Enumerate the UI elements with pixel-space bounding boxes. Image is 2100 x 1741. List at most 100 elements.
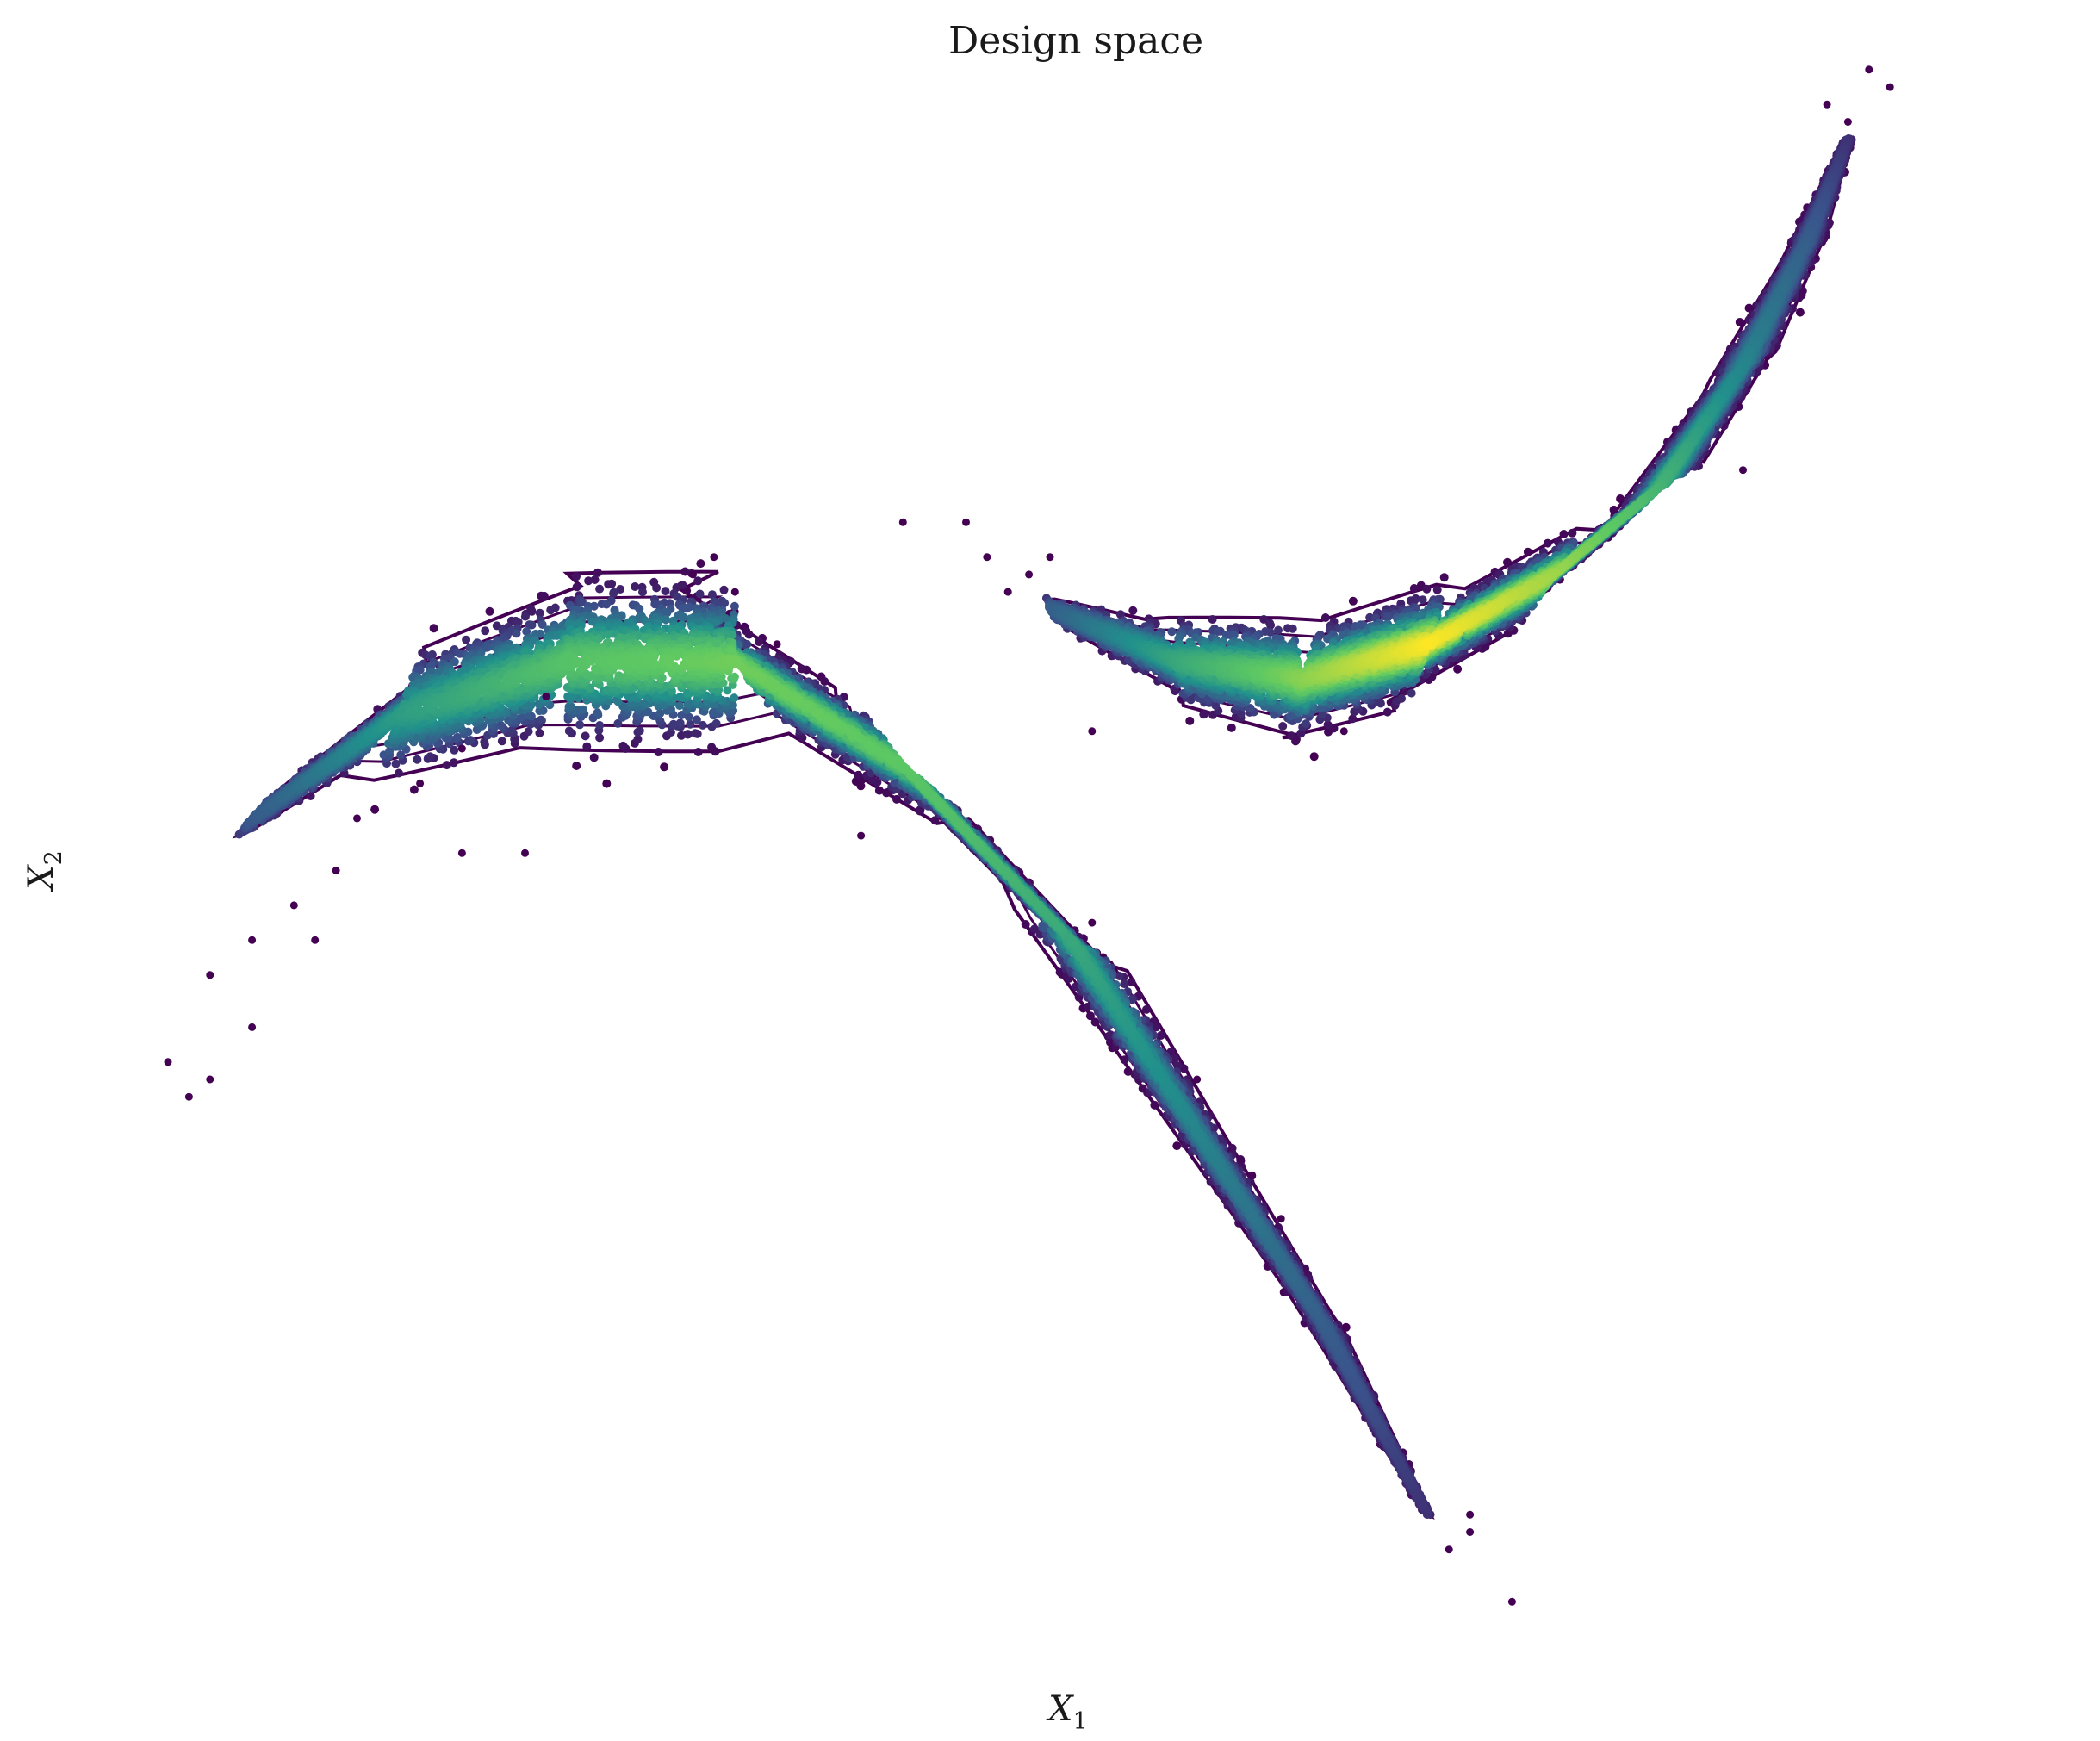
density-point xyxy=(1341,1322,1351,1332)
density-point xyxy=(395,768,403,778)
density-point xyxy=(682,604,692,613)
density-point xyxy=(616,585,625,594)
density-point xyxy=(306,792,315,800)
density-point xyxy=(602,779,612,788)
density-point xyxy=(1150,1100,1159,1110)
density-point xyxy=(462,635,471,644)
density-point xyxy=(602,600,611,609)
density-point xyxy=(874,786,884,795)
density-point xyxy=(481,626,490,636)
density-point xyxy=(696,559,705,569)
density-point xyxy=(711,718,721,728)
density-point xyxy=(820,677,829,686)
density-point xyxy=(660,762,669,772)
density-point xyxy=(1085,1011,1095,1021)
density-point xyxy=(595,721,605,730)
density-point xyxy=(413,755,422,764)
density-point xyxy=(892,794,901,804)
density-point xyxy=(524,727,533,737)
density-point xyxy=(680,567,690,576)
density-point xyxy=(652,583,662,593)
density-point xyxy=(575,720,585,730)
density-point xyxy=(409,785,419,794)
density-point xyxy=(589,753,599,762)
density-point xyxy=(618,741,628,750)
density-point xyxy=(581,731,590,741)
density-point xyxy=(539,591,549,600)
density-point xyxy=(635,726,644,736)
density-point xyxy=(572,762,581,770)
density-point xyxy=(1212,1158,1221,1166)
density-point xyxy=(485,606,494,616)
density-point xyxy=(535,728,544,737)
density-point xyxy=(1115,972,1124,980)
density-point xyxy=(1156,1031,1165,1040)
density-point xyxy=(692,715,701,724)
density-point xyxy=(1090,1017,1100,1027)
density-point xyxy=(654,748,663,756)
density-point xyxy=(1142,1004,1151,1014)
density-point xyxy=(797,664,806,674)
density-point xyxy=(609,589,618,598)
density-point xyxy=(930,816,940,825)
density-point xyxy=(572,582,581,592)
density-point xyxy=(1021,920,1030,929)
density-point xyxy=(675,701,684,711)
density-point xyxy=(449,758,458,768)
density-point xyxy=(426,752,435,762)
plot-area xyxy=(164,65,1894,1606)
density-point xyxy=(520,612,530,621)
density-point xyxy=(693,576,703,586)
density-point xyxy=(1247,1171,1257,1180)
density-point xyxy=(719,585,729,594)
density-point xyxy=(633,735,643,743)
density-point xyxy=(546,606,556,615)
density-point xyxy=(744,630,754,639)
density-point xyxy=(1127,977,1136,986)
chart-title: Design space xyxy=(948,19,1203,63)
density-point xyxy=(429,624,438,633)
density-point xyxy=(1172,1141,1182,1151)
density-point xyxy=(691,729,700,738)
density-point xyxy=(1218,1166,1227,1176)
density-point xyxy=(695,589,705,599)
density-point xyxy=(638,588,647,597)
density-point xyxy=(442,761,451,770)
density-point xyxy=(564,702,574,712)
density-point xyxy=(682,730,692,739)
density-point xyxy=(466,736,475,745)
density-point xyxy=(535,608,544,618)
density-point xyxy=(730,601,739,611)
density-point xyxy=(707,590,717,600)
density-point xyxy=(480,737,489,747)
density-point xyxy=(450,745,459,755)
density-point xyxy=(631,582,640,591)
density-point xyxy=(661,587,670,596)
density-point xyxy=(1236,1155,1246,1164)
density-point xyxy=(755,637,764,647)
density-point xyxy=(595,733,605,743)
density-point xyxy=(854,770,863,780)
density-point xyxy=(607,579,617,588)
density-point xyxy=(593,708,602,718)
density-point xyxy=(1120,1055,1129,1065)
density-point xyxy=(513,618,523,626)
density-point xyxy=(1120,979,1129,989)
density-point xyxy=(1152,1023,1161,1032)
density-point xyxy=(564,726,574,736)
density-point xyxy=(584,576,593,586)
density-point xyxy=(537,715,545,724)
density-point xyxy=(1083,1002,1092,1011)
density-point xyxy=(582,742,592,751)
density-point xyxy=(497,737,506,746)
density-point xyxy=(593,568,602,577)
density-point xyxy=(512,629,521,638)
density-point xyxy=(370,805,380,814)
density-point xyxy=(675,718,685,728)
density-point xyxy=(590,575,600,584)
density-point xyxy=(1123,1066,1133,1076)
density-point xyxy=(578,705,587,714)
density-point xyxy=(707,743,717,752)
density-point xyxy=(595,584,605,594)
